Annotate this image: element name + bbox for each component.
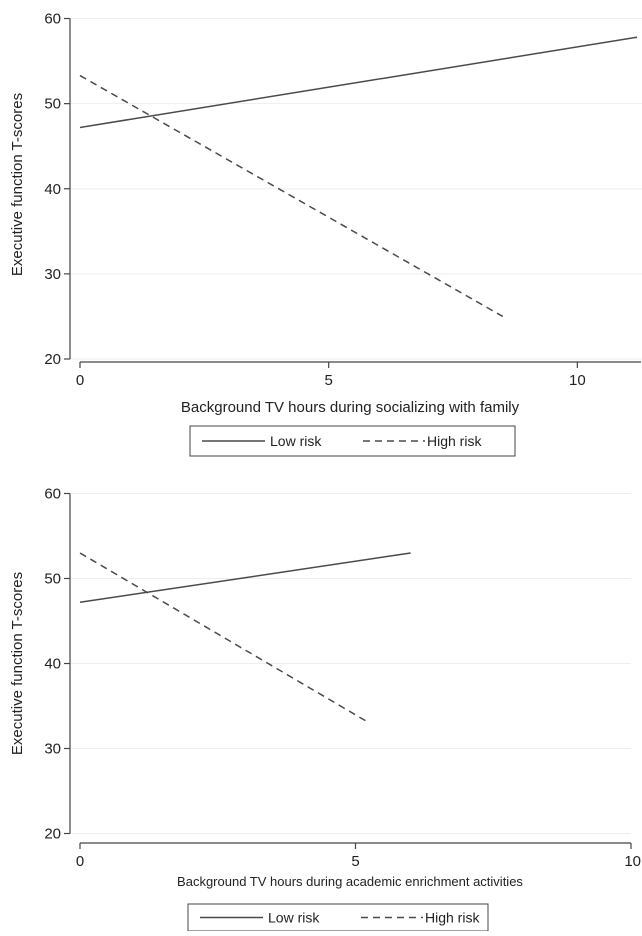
y-tick-label: 50 [44, 571, 61, 588]
legend-high-risk-label: High risk [425, 910, 480, 926]
y-tick-label: 30 [44, 741, 61, 758]
y-tick-label: 60 [44, 11, 61, 28]
x-tick-label: 5 [325, 372, 333, 389]
y-tick-label: 60 [44, 486, 61, 503]
low-risk-line [79, 552, 411, 604]
legend-low-risk-label: Low risk [268, 910, 320, 926]
y-axis-label: Executive function T-scores [9, 572, 26, 755]
x-tick-label: 5 [351, 853, 359, 870]
x-tick-label: 0 [76, 853, 84, 870]
legend-low-risk-label: Low risk [270, 433, 322, 449]
high-risk-line [79, 74, 504, 318]
x-tick-label: 10 [569, 372, 586, 389]
y-tick-label: 30 [44, 266, 61, 283]
y-tick-label: 40 [44, 181, 61, 198]
x-axis-label: Background TV hours during academic enri… [177, 874, 523, 889]
x-tick-label: 10 [624, 853, 641, 870]
legend: Low risk High risk [187, 903, 489, 932]
x-axis-label: Background TV hours during socializing w… [181, 399, 520, 416]
y-tick-label: 50 [44, 96, 61, 113]
x-tick-label: 0 [76, 372, 84, 389]
low-risk-line [79, 36, 638, 129]
y-tick-label: 20 [44, 826, 61, 843]
y-tick-label: 20 [44, 351, 61, 368]
chart-socializing: 20 30 40 50 60 0 5 10 Executive function T-scor… [9, 11, 642, 457]
y-axis-label: Executive function T-scores [9, 93, 26, 276]
y-tick-label: 40 [44, 656, 61, 673]
legend-high-risk-label: High risk [427, 433, 482, 449]
high-risk-line [79, 552, 367, 722]
chart-academic: 20 30 40 50 60 0 5 10 Executive function T-scor… [9, 486, 641, 932]
legend: Low risk High risk [189, 425, 516, 457]
